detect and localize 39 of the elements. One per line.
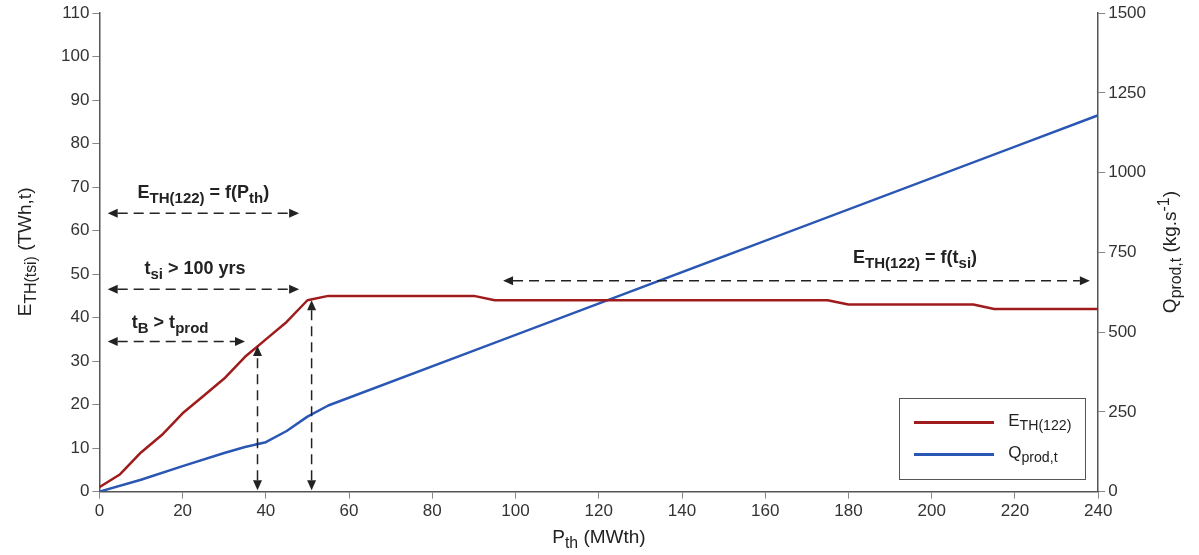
x-axis-title: P$_{th}$ (MWth) <box>552 525 646 552</box>
x-tick-label: 80 <box>422 501 442 521</box>
y-tick-label: 20 <box>70 394 90 414</box>
y-tick-label: 10 <box>70 437 90 457</box>
legend-label: E$_{TH(122)}$ <box>1008 411 1072 434</box>
y2-tick-label: 1500 <box>1108 2 1147 22</box>
y-tick-label: 70 <box>70 176 90 196</box>
y-tick-label: 40 <box>70 307 90 327</box>
y-tick-label: 100 <box>60 46 90 66</box>
x-tick-label: 20 <box>173 501 193 521</box>
annotation: E$_{TH(122)}$ = f(P$_{th}$) <box>137 181 270 206</box>
annotation: t$_{B}$ > t$_{prod}$ <box>131 312 209 336</box>
y-tick-label: 80 <box>70 133 90 153</box>
x-tick-label: 100 <box>501 501 530 521</box>
y-tick-label: 0 <box>79 481 90 501</box>
y-tick-label: 50 <box>70 263 90 283</box>
y-tick-label: 60 <box>70 220 90 240</box>
y-tick-label: 30 <box>70 350 90 370</box>
y2-tick-label: 250 <box>1108 401 1137 421</box>
legend-label: Q$_{prod,t}$ <box>1008 443 1058 466</box>
y-tick-label: 90 <box>70 89 90 109</box>
annotation: E$_{TH(122)}$ = f(t$_{si}$) <box>853 247 978 271</box>
y2-tick-label: 0 <box>1108 481 1118 501</box>
x-tick-label: 0 <box>94 501 105 521</box>
y2-tick-label: 1000 <box>1108 162 1147 182</box>
x-tick-label: 60 <box>339 501 359 521</box>
y2-tick-label: 500 <box>1108 321 1137 341</box>
x-tick-label: 160 <box>751 501 780 521</box>
x-tick-label: 220 <box>1000 501 1030 521</box>
y2-tick-label: 1250 <box>1108 82 1147 102</box>
x-tick-label: 140 <box>667 501 697 521</box>
y-tick-label: 110 <box>62 2 90 22</box>
x-tick-label: 180 <box>834 501 863 521</box>
x-tick-label: 240 <box>1083 501 1113 521</box>
x-tick-label: 40 <box>256 501 276 521</box>
x-tick-label: 200 <box>917 501 946 521</box>
x-tick-label: 120 <box>584 501 613 521</box>
y2-tick-label: 750 <box>1108 242 1137 262</box>
annotation: t$_{si}$ > 100 yrs <box>144 257 246 282</box>
